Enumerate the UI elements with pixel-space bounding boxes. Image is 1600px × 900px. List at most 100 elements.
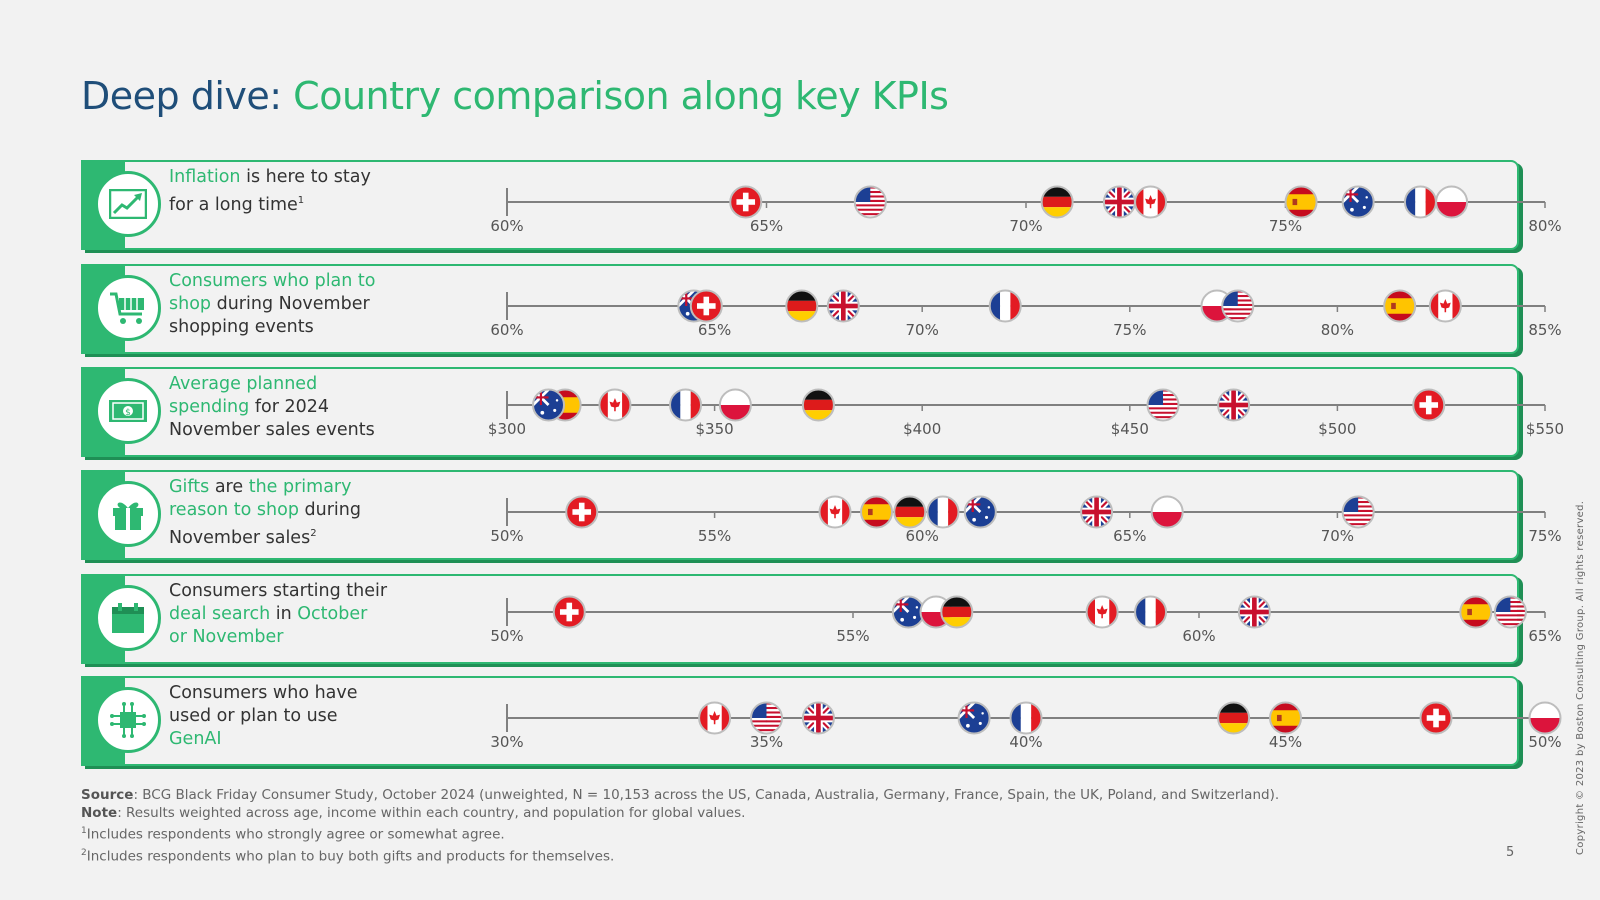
flag-usa-point [750,701,783,735]
flag-switzerland-point [729,185,763,219]
flag-canada-point [598,388,632,422]
ai-chip-icon [95,687,161,753]
kpi-chart-3: $300 $350 $400 $450 $500 $550 [488,388,1564,438]
tick-label: 60% [1182,627,1215,645]
copyright-notice: Copyright © 2023 by Boston Consulting Gr… [1575,500,1586,855]
kpi-label-part: the primary reason to shop [169,477,352,520]
kpi-label-part: 2 [310,528,317,539]
flag-germany-point [801,388,835,422]
calendar-icon [95,585,161,651]
chart-growth-icon [95,171,161,237]
flag-germany-point [785,289,819,323]
flag-germany-point [1040,185,1074,219]
kpi-label-part: during November sales [169,500,361,548]
kpi-label-part: is here to stay for a long time [169,167,371,215]
flag-germany-point [1217,701,1251,735]
flag-france-point [1009,701,1043,735]
footnote-2-mark: 2 [81,847,87,858]
gift-icon [95,481,161,547]
kpi-chart-6: 30% 35% 40% 45% 50% [490,701,1562,751]
kpi-label: Average planned spending for 2024 Novemb… [169,373,389,442]
kpi-label-part: Consumers who have used or plan to use [169,683,358,726]
tick-label: 50% [1528,733,1561,751]
tick-label: 60% [490,217,523,235]
kpi-chart-4: 50% 55% 60% 65% 70% 75% [490,495,1562,545]
svg-text:$: $ [125,408,131,418]
flag-germany-point [893,495,927,529]
kpi-label-part: during November shopping events [169,294,370,337]
kpi-panel-3: $ Average planned spending for 2024 Novem… [81,367,1564,457]
flag-poland-point [1150,495,1184,529]
kpi-panel-2: Consumers who plan to shop during Novemb… [81,264,1562,354]
kpi-panel-5: Consumers starting their deal search in … [81,574,1562,664]
kpi-label-part: Consumers starting their [169,581,388,601]
kpi-label: Gifts are the primary reason to shop dur… [169,476,389,550]
tick-label: $400 [903,420,941,438]
kpi-panel-1: Inflation is here to stay for a long tim… [81,160,1562,250]
flag-spain-point [1284,185,1318,219]
footnote-1: Includes respondents who strongly agree … [86,826,505,843]
flag-poland-point [1528,701,1562,735]
flag-poland-point [1435,185,1469,219]
shopping-cart-icon [95,275,161,341]
kpi-panel-4: Gifts are the primary reason to shop dur… [81,470,1562,560]
tick-label: 60% [906,527,939,545]
kpi-label: Consumers starting their deal search in … [169,580,389,649]
tick-label: 50% [490,627,523,645]
footnote-1-mark: 1 [81,826,87,836]
kpi-chart-5: 50% 55% 60% 65% [490,595,1562,645]
kpi-chart-1: 60% 65% 70% 75% 80% [490,185,1562,235]
tick-label: $450 [1111,420,1149,438]
flag-uk-point [1102,185,1136,219]
tick-label: 55% [836,627,869,645]
page-number: 5 [1506,845,1515,860]
tick-label: $350 [696,420,734,438]
flag-usa-point [853,185,887,219]
flag-usa-point [1146,388,1180,422]
flag-germany-point [940,595,974,629]
flag-switzerland-point [689,289,723,323]
tick-label: 65% [1113,527,1146,545]
flag-usa-point [1341,495,1375,529]
title-prefix: Deep dive: [81,74,282,118]
kpi-label-part: 1 [297,195,305,206]
footnote-2: Includes respondents who plan to buy bot… [86,848,615,864]
flag-france-point [988,289,1022,323]
kpi-label-part: Average planned spending [169,374,318,417]
tick-label: 80% [1321,321,1354,339]
tick-label: 45% [1269,733,1302,751]
note-text: : Results weighted across age, income wi… [117,805,746,821]
flag-canada-point [818,495,852,529]
tick-label: $300 [488,420,526,438]
tick-label: 55% [698,527,731,545]
kpi-label-part: in [270,604,298,624]
tick-label: 50% [490,527,523,545]
kpi-label-part: Gifts [169,477,210,497]
flag-switzerland-point [1419,701,1453,735]
tick-label: 40% [1009,733,1042,751]
flag-poland-point [718,388,752,422]
kpi-label: Inflation is here to stay for a long tim… [169,166,389,217]
flag-france-point [926,495,960,529]
kpi-label: Consumers who plan to shop during Novemb… [169,270,389,339]
flag-switzerland-point [552,595,586,629]
tick-label: 30% [490,733,523,751]
tick-label: 75% [1113,321,1146,339]
source-label: Source [81,787,134,803]
tick-label: 80% [1528,217,1561,235]
kpi-label-part: are [209,477,249,497]
flag-spain-point [1383,289,1417,323]
kpi-label-part: GenAI [169,729,222,749]
tick-label: 70% [906,321,939,339]
flag-usa-point [1221,289,1255,323]
tick-label: 70% [1321,527,1354,545]
flag-canada-point [1428,289,1462,323]
flag-canada-point [1134,185,1168,219]
kpi-label-part: deal search [169,604,271,624]
kpi-label-part: Inflation [169,167,241,187]
flag-spain-point [1269,701,1302,735]
title-main: Country comparison along key KPIs [293,74,949,118]
flag-spain-point [860,495,894,529]
tick-label: $550 [1526,420,1564,438]
tick-label: $500 [1318,420,1356,438]
